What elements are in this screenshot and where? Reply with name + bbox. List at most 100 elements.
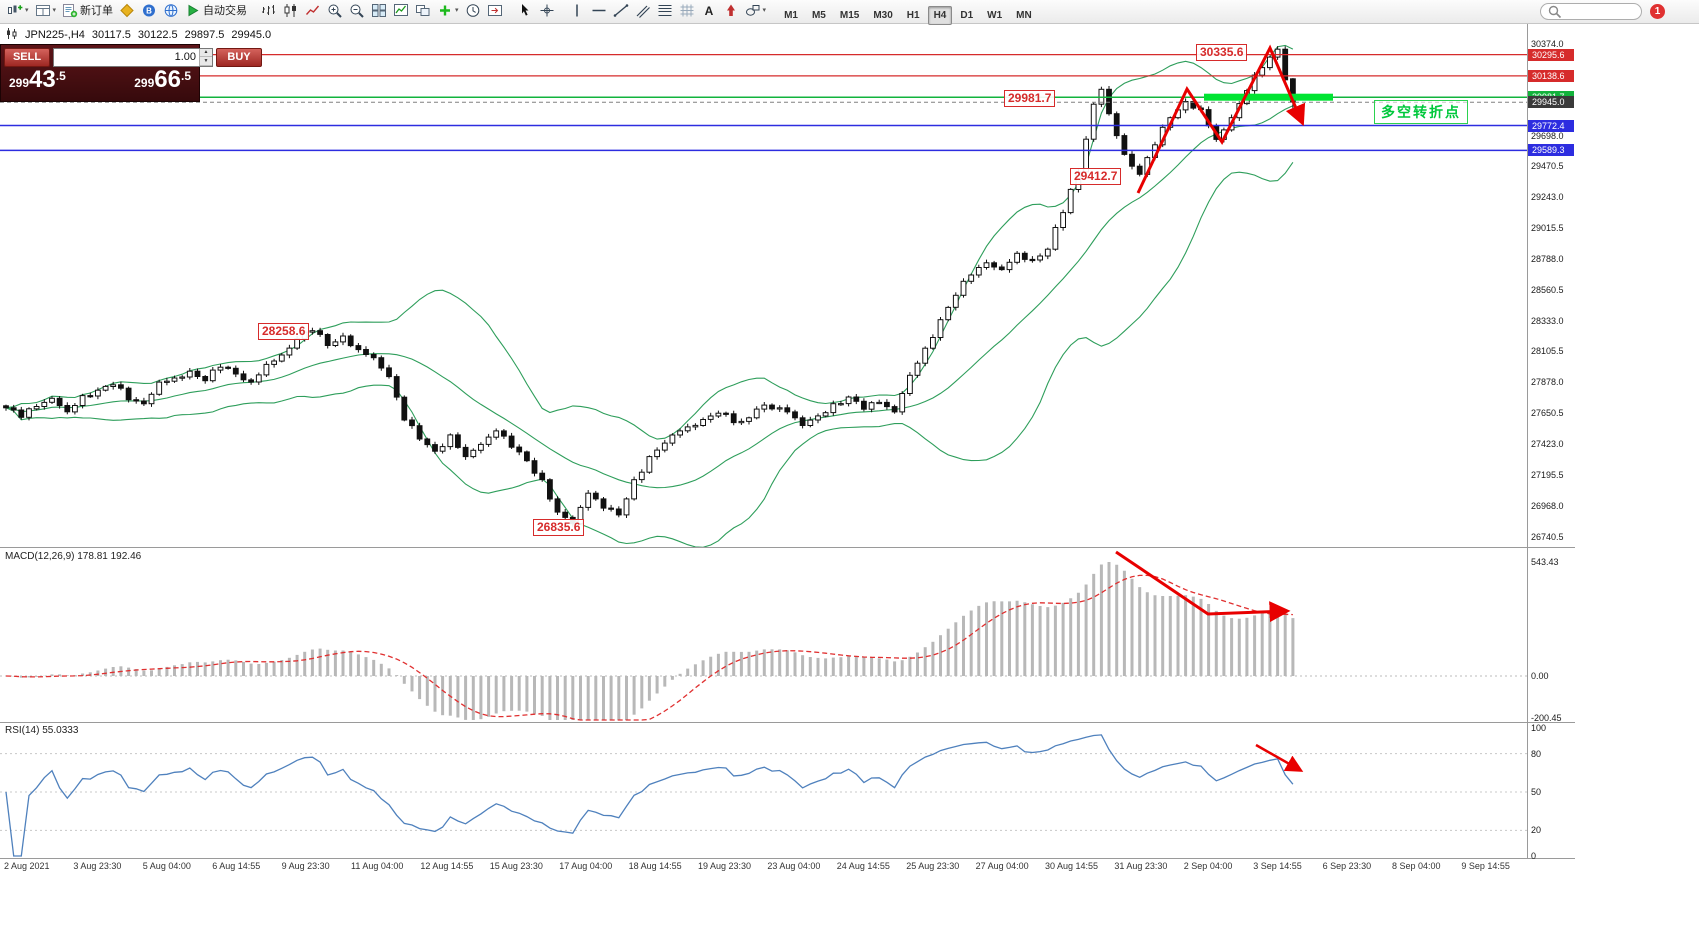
equidistant-channel-button[interactable] [632,0,654,20]
volume-up-button[interactable]: ▲ [200,48,212,57]
turning-point-note[interactable]: 多空转折点 [1374,100,1468,124]
auto-arrange-icon [415,3,431,18]
rsi-axis-tick: 50 [1531,787,1542,797]
horizontal-line-button[interactable] [588,0,610,20]
text-tool-icon: A [701,3,717,18]
autotrade-button[interactable]: 自动交易 [182,0,250,20]
vertical-line-button[interactable] [566,0,588,20]
community-blue-button[interactable]: B [138,0,160,20]
zoom-out-icon [349,3,365,18]
grid-tool-button[interactable] [676,0,698,20]
line-chart-button[interactable] [302,0,324,20]
rsi-axis-tick: 80 [1531,748,1542,759]
time-axis-label: 31 Aug 23:30 [1114,861,1168,871]
price-flag-label[interactable]: 29412.7 [1070,168,1122,185]
search-box[interactable] [1540,3,1642,20]
new-chart-button[interactable]: ▾ [4,0,32,20]
web-globe-button[interactable] [160,0,182,20]
timeframe-mn[interactable]: MN [1016,9,1032,21]
trade-panel-controls: SELL ▲ ▼ BUY [1,45,262,69]
time-axis-label: 6 Aug 14:55 [212,861,261,871]
caret-down-icon: ▾ [762,7,767,15]
sell-price: 299 43.5 [9,68,66,92]
timeframe-m1[interactable]: M1 [784,9,798,21]
time-axis-label: 9 Sep 14:55 [1461,861,1510,871]
vertical-line-icon [569,3,585,18]
zoom-in-button[interactable] [324,0,346,20]
volume-down-button[interactable]: ▼ [200,57,212,66]
timeframe-h1[interactable]: H1 [906,9,920,21]
auto-arrange-button[interactable] [412,0,434,20]
svg-text:A: A [704,4,713,18]
price-flag-label[interactable]: 30335.6 [1196,44,1248,61]
toolbar-left-group: ▾ ▾ 新订单 B 自动交易 ▾ A ▾ M1 M5 M15 M30 H1 H4 D1 W1 MN [4,0,1039,25]
price-axis-tick: 30374.0 [1531,39,1564,49]
search-input[interactable] [1567,6,1635,17]
autotrade-label: 自动交易 [203,5,248,18]
add-indicator-icon [437,3,453,18]
zoom-out-button[interactable] [346,0,368,20]
chart-profiles-button[interactable]: ▾ [32,0,60,20]
price-axis-tick: 27878.0 [1531,377,1564,388]
indicators-button[interactable] [390,0,412,20]
caret-down-icon: ▾ [25,7,29,15]
timeframe-m15[interactable]: M15 [839,9,860,21]
crosshair-button[interactable] [536,0,558,20]
shapes-button[interactable]: ▾ [742,0,770,20]
horizontal-line-icon [591,3,607,18]
broker-gold-icon [119,3,135,18]
chart-shift-button[interactable] [484,0,506,20]
trendline-icon [613,3,629,18]
timeframe-m30[interactable]: M30 [873,9,893,21]
price-axis-badge: 29945.0 [1528,96,1574,109]
timeframe-h4[interactable]: H4 [927,5,953,25]
time-axis-label: 30 Aug 14:55 [1045,861,1099,871]
volume-input[interactable] [54,48,199,66]
fibonacci-button[interactable] [654,0,676,20]
caret-down-icon: ▾ [52,7,57,15]
time-axis-label: 12 Aug 14:55 [420,861,474,871]
text-tool-button[interactable]: A [698,0,720,20]
rsi-axis-tick: 0 [1531,851,1537,861]
time-axis-label: 6 Sep 23:30 [1322,861,1372,871]
period-clock-button[interactable] [462,0,484,20]
community-blue-icon: B [141,3,157,18]
price-flag-label[interactable]: 26835.6 [533,519,585,536]
macd-axis-tick: 0.00 [1531,671,1549,681]
notification-badge[interactable]: 1 [1650,4,1665,19]
equidistant-channel-icon [635,3,651,18]
volume-field: ▲ ▼ [53,47,213,67]
trendline-button[interactable] [610,0,632,20]
price-axis-badge: 29772.4 [1528,119,1574,132]
tile-windows-button[interactable] [368,0,390,20]
timeframe-d1[interactable]: D1 [960,9,974,21]
sell-button[interactable]: SELL [4,47,50,67]
trade-panel-prices: 299 43.5 299 66.5 [1,68,199,92]
broker-gold-button[interactable] [116,0,138,20]
new-order-icon [62,3,78,18]
price-flag-label[interactable]: 28258.6 [258,323,310,340]
cursor-button[interactable] [514,0,536,20]
bars-chart-button[interactable] [258,0,280,20]
grid-tool-icon [679,3,695,18]
timeframe-w1[interactable]: W1 [987,9,1003,21]
price-axis-badge: 30295.6 [1528,48,1574,61]
arrow-tool-button[interactable] [720,0,742,20]
time-axis-label: 5 Aug 04:00 [142,861,191,871]
time-axis-label: 17 Aug 04:00 [559,861,613,871]
new-order-button[interactable]: 新订单 [59,0,116,20]
buy-button[interactable]: BUY [216,47,262,67]
price-axis-tick: 29698.0 [1531,130,1564,141]
toolbar: ▾ ▾ 新订单 B 自动交易 ▾ A ▾ M1 M5 M15 M30 H1 H4 D1 W1 MN 1 [0,0,1699,25]
symbol-period-label: JPN225-,H4 [25,28,85,41]
time-axis-label: 8 Sep 04:00 [1392,861,1441,871]
add-indicator-button[interactable]: ▾ [434,0,462,20]
candles-chart-button[interactable] [280,0,302,20]
time-axis-label: 3 Aug 23:30 [73,861,122,871]
cursor-icon [517,3,533,18]
timeframe-m5[interactable]: M5 [811,9,826,21]
price-flag-label[interactable]: 29981.7 [1004,90,1056,107]
price-axis-tick: 28333.0 [1531,315,1564,326]
macd-axis-tick: 543.43 [1531,557,1559,567]
